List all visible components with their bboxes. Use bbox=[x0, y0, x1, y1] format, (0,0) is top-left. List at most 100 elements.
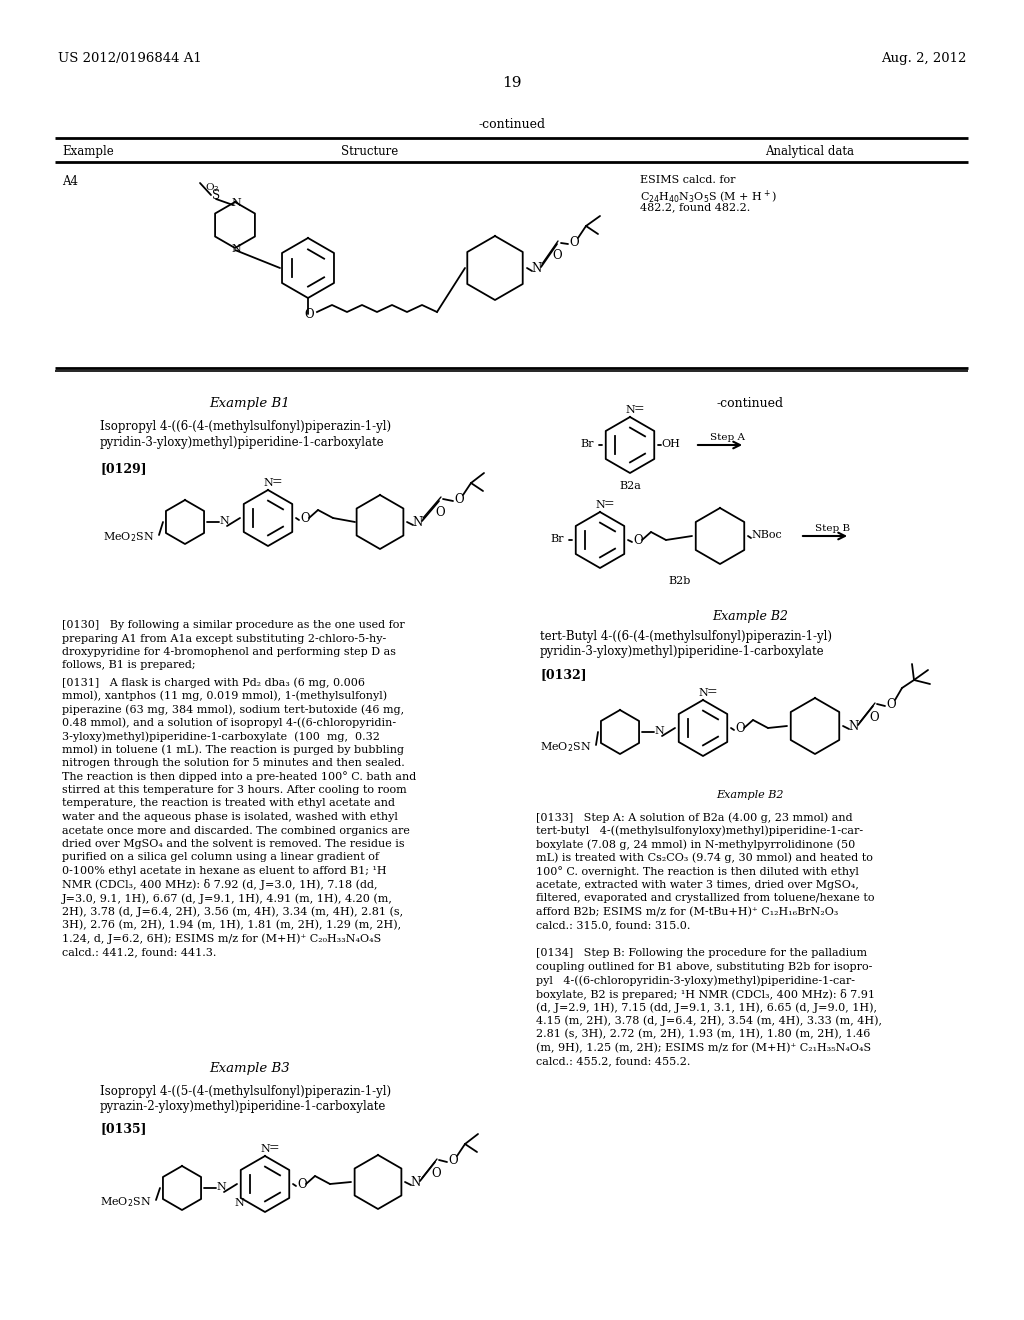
Text: 3H), 2.76 (m, 2H), 1.94 (m, 1H), 1.81 (m, 2H), 1.29 (m, 2H),: 3H), 2.76 (m, 2H), 1.94 (m, 1H), 1.81 (m… bbox=[62, 920, 401, 931]
Text: calcd.: 455.2, found: 455.2.: calcd.: 455.2, found: 455.2. bbox=[536, 1056, 690, 1067]
Text: =: = bbox=[272, 475, 283, 488]
Text: tert-Butyl 4-((6-(4-(methylsulfonyl)piperazin-1-yl): tert-Butyl 4-((6-(4-(methylsulfonyl)pipe… bbox=[540, 630, 831, 643]
Text: mmol) in toluene (1 mL). The reaction is purged by bubbling: mmol) in toluene (1 mL). The reaction is… bbox=[62, 744, 404, 755]
Text: stirred at this temperature for 3 hours. After cooling to room: stirred at this temperature for 3 hours.… bbox=[62, 785, 407, 795]
Text: O: O bbox=[454, 492, 464, 506]
Text: A4: A4 bbox=[62, 176, 78, 187]
Text: MeO$_2$SN: MeO$_2$SN bbox=[100, 1195, 152, 1209]
Text: pyridin-3-yloxy)methyl)piperidine-1-carboxylate: pyridin-3-yloxy)methyl)piperidine-1-carb… bbox=[540, 645, 824, 657]
Text: O: O bbox=[569, 236, 579, 249]
Text: O: O bbox=[431, 1167, 440, 1180]
Text: =: = bbox=[707, 685, 718, 698]
Text: coupling outlined for B1 above, substituting B2b for isopro-: coupling outlined for B1 above, substitu… bbox=[536, 961, 872, 972]
Text: 19: 19 bbox=[502, 77, 522, 90]
Text: Structure: Structure bbox=[341, 145, 398, 158]
Text: pyrazin-2-yloxy)methyl)piperidine-1-carboxylate: pyrazin-2-yloxy)methyl)piperidine-1-carb… bbox=[100, 1100, 386, 1113]
Text: N: N bbox=[234, 1199, 244, 1208]
Text: Aug. 2, 2012: Aug. 2, 2012 bbox=[881, 51, 966, 65]
Text: [0135]: [0135] bbox=[100, 1122, 146, 1135]
Text: N: N bbox=[219, 516, 228, 525]
Text: ESIMS calcd. for: ESIMS calcd. for bbox=[640, 176, 735, 185]
Text: B2b: B2b bbox=[669, 576, 691, 586]
Text: Example: Example bbox=[62, 145, 114, 158]
Text: [0133]   Step A: A solution of B2a (4.00 g, 23 mmol) and: [0133] Step A: A solution of B2a (4.00 g… bbox=[536, 812, 853, 822]
Text: =: = bbox=[604, 498, 614, 511]
Text: S: S bbox=[212, 189, 220, 202]
Text: N: N bbox=[231, 198, 241, 209]
Text: N: N bbox=[260, 1144, 269, 1154]
Text: O: O bbox=[633, 535, 643, 546]
Text: Isopropyl 4-((6-(4-(methylsulfonyl)piperazin-1-yl): Isopropyl 4-((6-(4-(methylsulfonyl)piper… bbox=[100, 420, 391, 433]
Text: N: N bbox=[412, 516, 422, 529]
Text: acetate once more and discarded. The combined organics are: acetate once more and discarded. The com… bbox=[62, 825, 410, 836]
Text: [0134]   Step B: Following the procedure for the palladium: [0134] Step B: Following the procedure f… bbox=[536, 948, 867, 958]
Text: The reaction is then dipped into a pre-heated 100° C. bath and: The reaction is then dipped into a pre-h… bbox=[62, 771, 416, 783]
Text: [0129]: [0129] bbox=[100, 462, 146, 475]
Text: O: O bbox=[735, 722, 744, 735]
Text: Example B2: Example B2 bbox=[716, 789, 783, 800]
Text: calcd.: 441.2, found: 441.3.: calcd.: 441.2, found: 441.3. bbox=[62, 946, 216, 957]
Text: J=3.0, 9.1, 1H), 6.67 (d, J=9.1, 1H), 4.91 (m, 1H), 4.20 (m,: J=3.0, 9.1, 1H), 6.67 (d, J=9.1, 1H), 4.… bbox=[62, 894, 393, 904]
Text: O$_2$: O$_2$ bbox=[205, 181, 219, 194]
Text: N: N bbox=[654, 726, 664, 737]
Text: Example B2: Example B2 bbox=[712, 610, 788, 623]
Text: MeO$_2$SN: MeO$_2$SN bbox=[540, 741, 591, 754]
Text: MeO$_2$SN: MeO$_2$SN bbox=[103, 531, 155, 544]
Text: =: = bbox=[634, 403, 645, 416]
Text: [0130]   By following a similar procedure as the one used for: [0130] By following a similar procedure … bbox=[62, 620, 404, 630]
Text: US 2012/0196844 A1: US 2012/0196844 A1 bbox=[58, 51, 202, 65]
Text: mL) is treated with Cs₂CO₃ (9.74 g, 30 mmol) and heated to: mL) is treated with Cs₂CO₃ (9.74 g, 30 m… bbox=[536, 853, 872, 863]
Text: (d, J=2.9, 1H), 7.15 (dd, J=9.1, 3.1, 1H), 6.65 (d, J=9.0, 1H),: (d, J=2.9, 1H), 7.15 (dd, J=9.1, 3.1, 1H… bbox=[536, 1002, 877, 1012]
Text: O: O bbox=[886, 698, 896, 711]
Text: OH: OH bbox=[662, 440, 680, 449]
Text: mmol), xantphos (11 mg, 0.019 mmol), 1-(methylsulfonyl): mmol), xantphos (11 mg, 0.019 mmol), 1-(… bbox=[62, 690, 387, 701]
Text: Br: Br bbox=[580, 440, 594, 449]
Text: [0132]: [0132] bbox=[540, 668, 587, 681]
Text: Step A: Step A bbox=[710, 433, 745, 442]
Text: boxylate (7.08 g, 24 mmol) in N-methylpyrrolidinone (50: boxylate (7.08 g, 24 mmol) in N-methylpy… bbox=[536, 840, 855, 850]
Text: 482.2, found 482.2.: 482.2, found 482.2. bbox=[640, 202, 751, 213]
Text: -continued: -continued bbox=[478, 117, 546, 131]
Text: O: O bbox=[449, 1154, 458, 1167]
Text: 2.81 (s, 3H), 2.72 (m, 2H), 1.93 (m, 1H), 1.80 (m, 2H), 1.46: 2.81 (s, 3H), 2.72 (m, 2H), 1.93 (m, 1H)… bbox=[536, 1030, 870, 1039]
Text: O: O bbox=[300, 512, 309, 525]
Text: follows, B1 is prepared;: follows, B1 is prepared; bbox=[62, 660, 196, 671]
Text: afford B2b; ESIMS m/z for (M-tBu+H)⁺ C₁₂H₁₆BrN₂O₃: afford B2b; ESIMS m/z for (M-tBu+H)⁺ C₁₂… bbox=[536, 907, 839, 917]
Text: pyridin-3-yloxy)methyl)piperidine-1-carboxylate: pyridin-3-yloxy)methyl)piperidine-1-carb… bbox=[100, 436, 385, 449]
Text: N: N bbox=[848, 719, 858, 733]
Text: =: = bbox=[269, 1142, 280, 1155]
Text: B2a: B2a bbox=[620, 480, 641, 491]
Text: (m, 9H), 1.25 (m, 2H); ESIMS m/z for (M+H)⁺ C₂₁H₃₅N₄O₄S: (m, 9H), 1.25 (m, 2H); ESIMS m/z for (M+… bbox=[536, 1043, 871, 1053]
Text: preparing A1 from A1a except substituting 2-chloro-5-hy-: preparing A1 from A1a except substitutin… bbox=[62, 634, 386, 644]
Text: dried over MgSO₄ and the solvent is removed. The residue is: dried over MgSO₄ and the solvent is remo… bbox=[62, 840, 404, 849]
Text: Step B: Step B bbox=[815, 524, 850, 533]
Text: droxypyridine for 4-bromophenol and performing step D as: droxypyridine for 4-bromophenol and perf… bbox=[62, 647, 396, 657]
Text: N: N bbox=[595, 500, 605, 510]
Text: N: N bbox=[698, 688, 708, 698]
Text: 1.24, d, J=6.2, 6H); ESIMS m/z for (M+H)⁺ C₂₀H₃₃N₄O₄S: 1.24, d, J=6.2, 6H); ESIMS m/z for (M+H)… bbox=[62, 933, 381, 944]
Text: nitrogen through the solution for 5 minutes and then sealed.: nitrogen through the solution for 5 minu… bbox=[62, 758, 404, 768]
Text: NBoc: NBoc bbox=[751, 531, 781, 540]
Text: 0.48 mmol), and a solution of isopropyl 4-((6-chloropyridin-: 0.48 mmol), and a solution of isopropyl … bbox=[62, 718, 396, 729]
Text: O: O bbox=[435, 506, 444, 519]
Text: O: O bbox=[297, 1177, 306, 1191]
Text: 4.15 (m, 2H), 3.78 (d, J=6.4, 2H), 3.54 (m, 4H), 3.33 (m, 4H),: 4.15 (m, 2H), 3.78 (d, J=6.4, 2H), 3.54 … bbox=[536, 1015, 882, 1026]
Text: filtered, evaporated and crystallized from toluene/hexane to: filtered, evaporated and crystallized fr… bbox=[536, 894, 874, 903]
Text: piperazine (63 mg, 384 mmol), sodium tert-butoxide (46 mg,: piperazine (63 mg, 384 mmol), sodium ter… bbox=[62, 704, 404, 714]
Text: Analytical data: Analytical data bbox=[766, 145, 854, 158]
Text: [0131]   A flask is charged with Pd₂ dba₃ (6 mg, 0.006: [0131] A flask is charged with Pd₂ dba₃ … bbox=[62, 677, 365, 688]
Text: 0-100% ethyl acetate in hexane as eluent to afford B1; ¹H: 0-100% ethyl acetate in hexane as eluent… bbox=[62, 866, 387, 876]
Text: O: O bbox=[552, 249, 561, 261]
Text: Isopropyl 4-((5-(4-(methylsulfonyl)piperazin-1-yl): Isopropyl 4-((5-(4-(methylsulfonyl)piper… bbox=[100, 1085, 391, 1098]
Text: O: O bbox=[869, 711, 879, 723]
Text: Example B1: Example B1 bbox=[210, 397, 291, 411]
Text: purified on a silica gel column using a linear gradient of: purified on a silica gel column using a … bbox=[62, 853, 379, 862]
Text: N: N bbox=[531, 261, 542, 275]
Text: Example B3: Example B3 bbox=[210, 1063, 291, 1074]
Text: 2H), 3.78 (d, J=6.4, 2H), 3.56 (m, 4H), 3.34 (m, 4H), 2.81 (s,: 2H), 3.78 (d, J=6.4, 2H), 3.56 (m, 4H), … bbox=[62, 907, 403, 917]
Text: Br: Br bbox=[550, 535, 563, 544]
Text: N: N bbox=[231, 244, 241, 253]
Text: N: N bbox=[625, 405, 635, 414]
Text: N: N bbox=[263, 478, 272, 488]
Text: 3-yloxy)methyl)piperidine-1-carboxylate  (100  mg,  0.32: 3-yloxy)methyl)piperidine-1-carboxylate … bbox=[62, 731, 380, 742]
